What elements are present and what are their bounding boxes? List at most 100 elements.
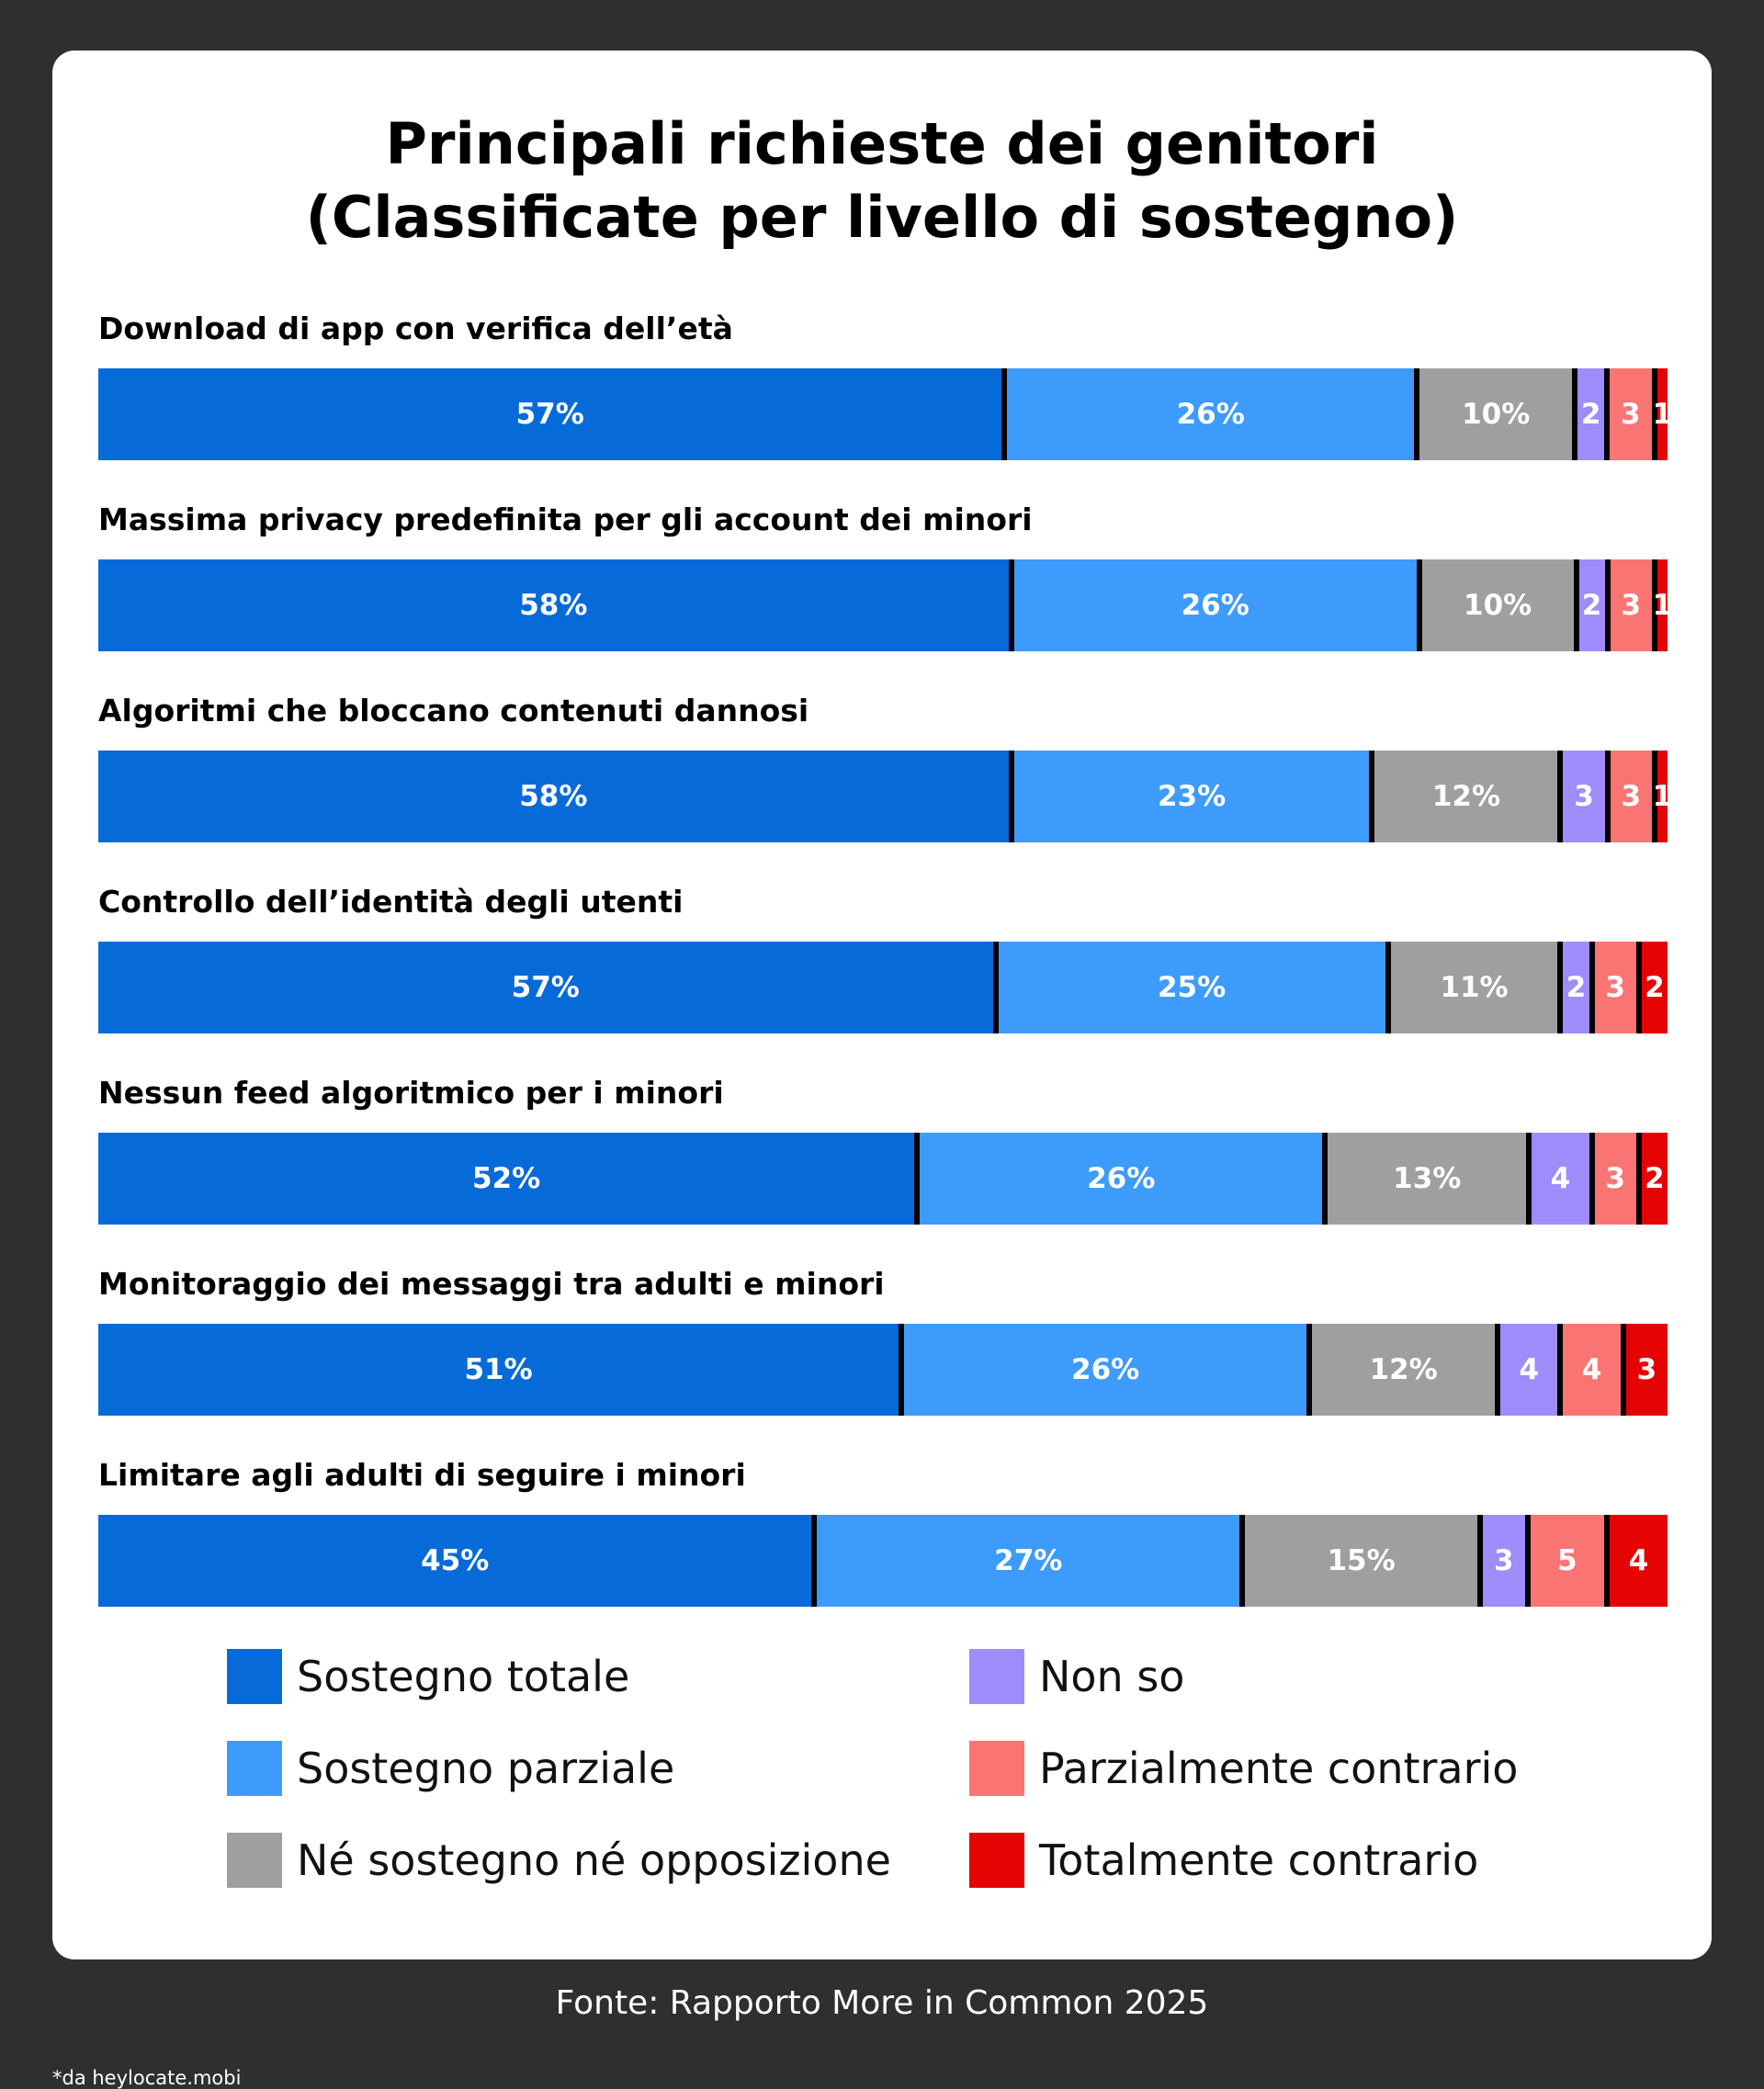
segment-value-label: 57% xyxy=(515,398,584,431)
stacked-bar: 58% 23% 12% 3 3 1 xyxy=(98,751,1672,842)
legend: Sostegno totale Sostegno parziale Né soste… xyxy=(227,1649,1605,1925)
segment-value-label: 52% xyxy=(471,1162,541,1195)
segment-value-label: 2 xyxy=(1645,971,1665,1004)
segment-value-label: 58% xyxy=(519,589,588,622)
legend-label: Sostegno parziale xyxy=(297,1744,675,1793)
bar-segment: 2 xyxy=(1572,368,1604,460)
bar-segment: 3 xyxy=(1604,559,1652,651)
bar-segment: 3 xyxy=(1620,1324,1668,1416)
chart-title-line1: Principali richieste dei genitori xyxy=(385,110,1379,177)
segment-value-label: 26% xyxy=(1071,1353,1140,1386)
segment-value-label: 27% xyxy=(994,1544,1063,1577)
bar-segment: 57% xyxy=(98,368,1002,460)
bar-segment: 58% xyxy=(98,559,1009,651)
legend-item: Né sostegno né opposizione xyxy=(227,1833,891,1888)
legend-swatch xyxy=(969,1833,1024,1888)
bar-segment: 57% xyxy=(98,942,993,1033)
bar-segment: 58% xyxy=(98,751,1009,842)
bar-segment: 25% xyxy=(992,942,1385,1033)
segment-value-label: 26% xyxy=(1087,1162,1156,1195)
legend-swatch xyxy=(969,1741,1024,1796)
legend-item: Totalmente contrario xyxy=(969,1833,1478,1888)
item-label: Monitoraggio dei messaggi tra adulti e m… xyxy=(98,1266,885,1302)
bar-segment: 10% xyxy=(1413,368,1573,460)
bar-segment: 3 xyxy=(1589,1133,1636,1225)
legend-label: Non so xyxy=(1039,1652,1185,1701)
segment-value-label: 4 xyxy=(1581,1353,1602,1386)
legend-label: Sostegno totale xyxy=(297,1652,630,1701)
segment-value-label: 57% xyxy=(511,971,580,1004)
segment-value-label: 5 xyxy=(1557,1544,1577,1577)
bar-segment: 2 xyxy=(1635,942,1668,1033)
bar-segment: 23% xyxy=(1008,751,1370,842)
stacked-bar: 57% 25% 11% 2 3 2 xyxy=(98,942,1668,1033)
stacked-bar: 45% 27% 15% 3 5 4 xyxy=(98,1515,1668,1607)
stacked-bar: 58% 26% 10% 2 3 1 xyxy=(98,559,1672,651)
legend-swatch xyxy=(227,1649,282,1704)
legend-swatch xyxy=(227,1741,282,1796)
segment-value-label: 11% xyxy=(1440,971,1509,1004)
stacked-bar: 52% 26% 13% 4 3 2 xyxy=(98,1133,1668,1225)
legend-item: Parzialmente contrario xyxy=(969,1741,1518,1796)
segment-value-label: 3 xyxy=(1605,971,1625,1004)
bar-segment: 52% xyxy=(98,1133,915,1225)
item-label: Download di app con verifica dell’età xyxy=(98,311,733,346)
bar-segment: 2 xyxy=(1557,942,1589,1033)
segment-value-label: 2 xyxy=(1581,589,1602,622)
segment-value-label: 13% xyxy=(1393,1162,1462,1195)
segment-value-label: 12% xyxy=(1431,780,1501,813)
segment-value-label: 51% xyxy=(464,1353,533,1386)
segment-value-label: 2 xyxy=(1645,1162,1665,1195)
segment-value-label: 23% xyxy=(1157,780,1227,813)
segment-value-label: 26% xyxy=(1181,589,1250,622)
legend-swatch xyxy=(969,1649,1024,1704)
segment-value-label: 12% xyxy=(1369,1353,1438,1386)
segment-value-label: 3 xyxy=(1621,398,1641,431)
segment-value-label: 3 xyxy=(1605,1162,1625,1195)
bar-segment: 3 xyxy=(1476,1515,1525,1607)
bar-segment: 27% xyxy=(811,1515,1240,1607)
segment-value-label: 58% xyxy=(519,780,588,813)
segment-value-label: 10% xyxy=(1462,398,1531,431)
bar-segment: 10% xyxy=(1416,559,1574,651)
bar-segment: 15% xyxy=(1239,1515,1477,1607)
item-label: Massima privacy predefinita per gli acco… xyxy=(98,502,1033,537)
credit-note: *da heylocate.mobi xyxy=(52,2067,242,2089)
bar-segment: 1 xyxy=(1651,751,1672,842)
segment-value-label: 3 xyxy=(1621,780,1642,813)
bar-segment: 51% xyxy=(98,1324,899,1416)
segment-value-label: 4 xyxy=(1628,1544,1649,1577)
bar-segment: 4 xyxy=(1495,1324,1558,1416)
segment-value-label: 45% xyxy=(421,1544,490,1577)
bar-segment: 12% xyxy=(1306,1324,1496,1416)
segment-value-label: 3 xyxy=(1636,1353,1657,1386)
bar-segment: 12% xyxy=(1369,751,1558,842)
chart-title: Principali richieste dei genitori (Class… xyxy=(52,107,1712,254)
chart-title-line2: (Classificate per livello di sostegno) xyxy=(305,184,1459,251)
segment-value-label: 1 xyxy=(1652,398,1673,431)
stacked-bar: 51% 26% 12% 4 4 3 xyxy=(98,1324,1668,1416)
bar-segment: 1 xyxy=(1651,559,1672,651)
segment-value-label: 1 xyxy=(1652,589,1673,622)
segment-value-label: 3 xyxy=(1494,1544,1514,1577)
segment-value-label: 3 xyxy=(1574,780,1594,813)
segment-value-label: 26% xyxy=(1176,398,1245,431)
segment-value-label: 4 xyxy=(1550,1162,1571,1195)
segment-value-label: 3 xyxy=(1621,589,1642,622)
bar-segment: 4 xyxy=(1557,1324,1621,1416)
chart-card: Principali richieste dei genitori (Class… xyxy=(52,51,1712,1959)
bar-segment: 3 xyxy=(1557,751,1605,842)
bar-segment: 3 xyxy=(1589,942,1636,1033)
item-label: Nessun feed algoritmico per i minori xyxy=(98,1075,724,1111)
segment-value-label: 25% xyxy=(1157,971,1227,1004)
legend-swatch xyxy=(227,1833,282,1888)
bar-segment: 26% xyxy=(899,1324,1307,1416)
bar-segment: 5 xyxy=(1524,1515,1604,1607)
legend-item: Non so xyxy=(969,1649,1184,1704)
segment-value-label: 10% xyxy=(1464,589,1532,622)
legend-item: Sostegno totale xyxy=(227,1649,629,1704)
bar-segment: 26% xyxy=(1001,368,1414,460)
segment-value-label: 4 xyxy=(1519,1353,1540,1386)
segment-value-label: 15% xyxy=(1327,1544,1396,1577)
source-note: Fonte: Rapporto More in Common 2025 xyxy=(555,1984,1209,2022)
